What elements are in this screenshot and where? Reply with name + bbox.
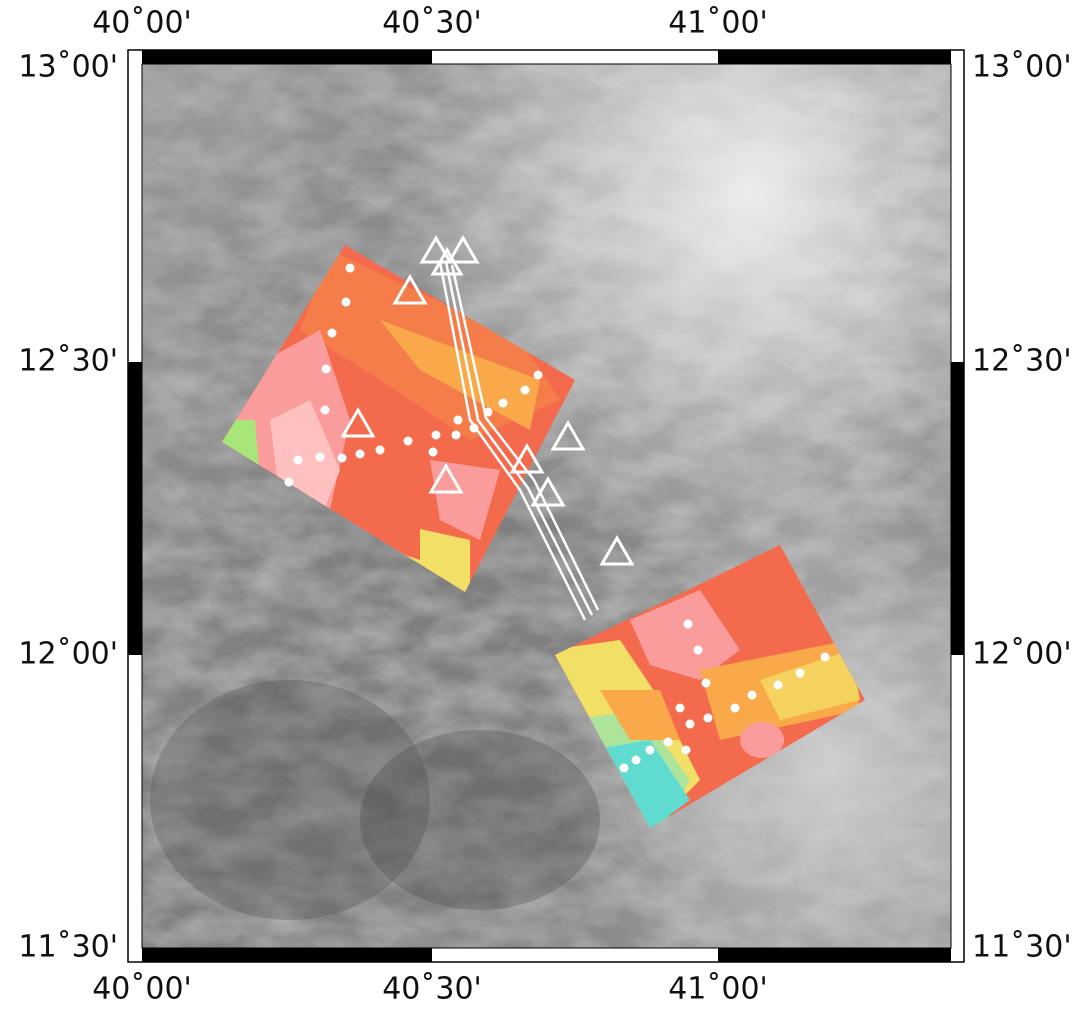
y-tick-label: 13˚00'	[972, 50, 1072, 85]
map: 40˚00' 40˚30' 41˚00' 40˚00' 40˚30' 41˚00…	[0, 0, 1084, 1011]
x-tick-label: 41˚00'	[668, 6, 768, 41]
x-tick-label: 40˚30'	[382, 6, 482, 41]
y-tick-label: 12˚30'	[972, 344, 1072, 379]
y-tick-label: 12˚30'	[18, 344, 118, 379]
y-tick-label: 12˚00'	[18, 637, 118, 672]
x-tick-label: 40˚00'	[92, 972, 192, 1007]
x-tick-label: 40˚00'	[92, 6, 192, 41]
y-tick-label: 11˚30'	[18, 930, 118, 965]
x-tick-label: 41˚00'	[668, 972, 768, 1007]
y-tick-label: 12˚00'	[972, 637, 1072, 672]
page: {"map": {"x_labels": ["40˚00'", "40˚30'"…	[0, 0, 1084, 1015]
y-tick-label: 13˚00'	[18, 50, 118, 85]
x-tick-label: 40˚30'	[382, 972, 482, 1007]
y-tick-label: 11˚30'	[972, 930, 1072, 965]
